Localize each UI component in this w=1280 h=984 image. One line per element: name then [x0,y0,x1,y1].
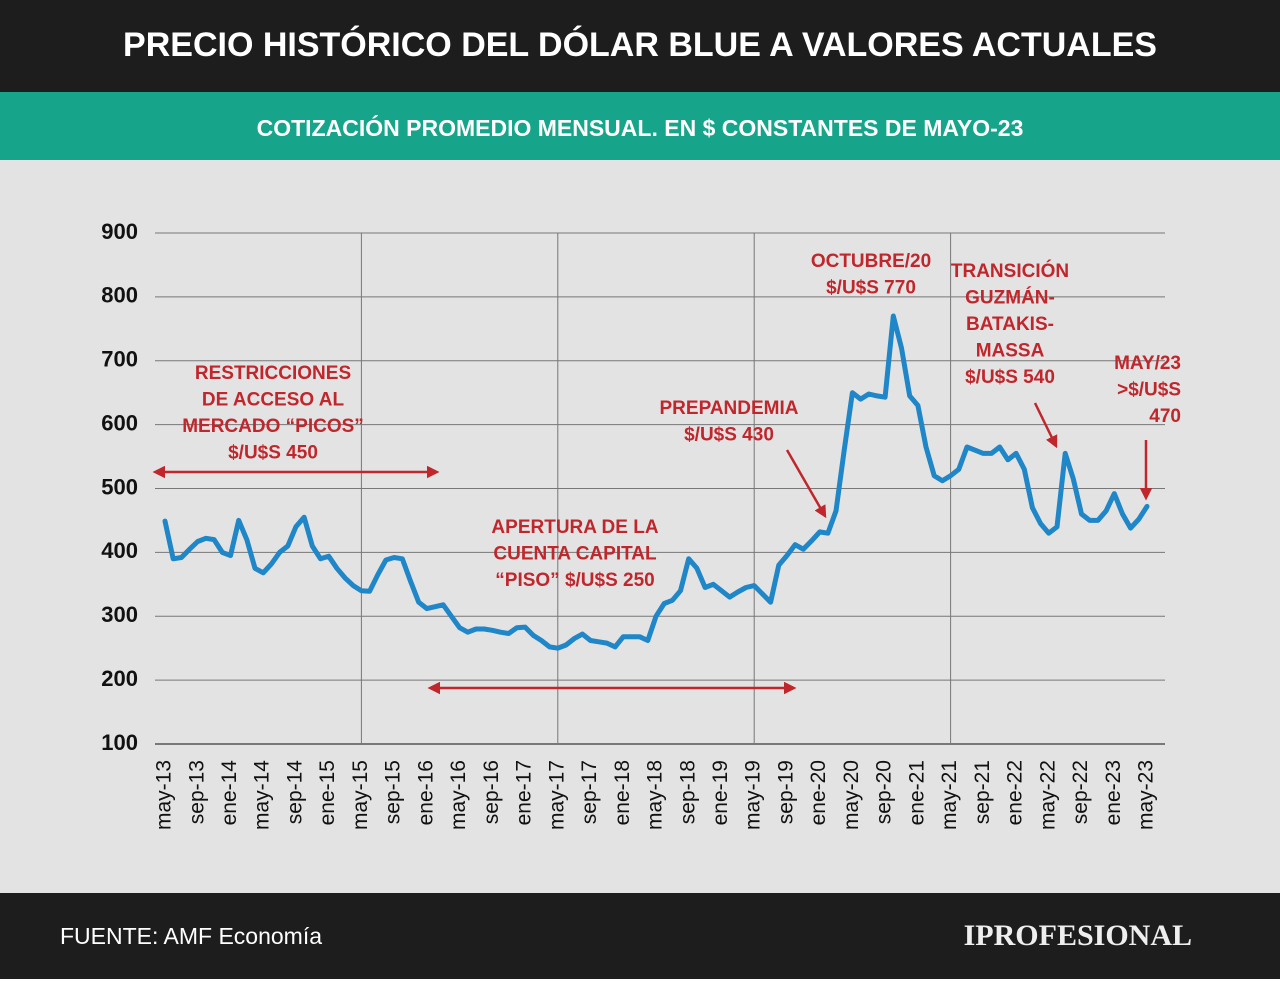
brand: IPROFESIONAL [964,919,1192,952]
annotation: DE ACCESO AL [202,390,345,411]
x-tick-label: ene-18 [611,760,634,825]
y-tick-label: 900 [101,219,138,244]
x-tick-label: ene-23 [1102,760,1125,825]
y-tick-label: 100 [101,730,138,755]
chart-subtitle: COTIZACIÓN PROMEDIO MENSUAL. EN $ CONSTA… [257,114,1024,141]
y-tick-label: 200 [101,666,138,691]
arrow [785,449,827,519]
x-tick-label: ene-15 [316,760,339,825]
x-tick-label: may-23 [1135,760,1158,830]
y-tick-label: 800 [101,283,138,308]
x-tick-label: may-22 [1036,760,1059,830]
y-tick-label: 300 [101,602,138,627]
annotation: OCTUBRE/20 [811,251,931,272]
x-tick-label: may-19 [742,760,765,830]
x-tick-label: may-13 [153,760,176,830]
annotation: >$/U$S [1117,380,1181,401]
data-line [162,313,1150,651]
x-tick-label: ene-14 [218,760,241,826]
annotation: MAY/23 [1114,353,1181,374]
arrow [1033,402,1058,449]
annotation: RESTRICCIONES [195,363,351,384]
x-tick-label: sep-19 [774,760,797,824]
y-tick-label: 400 [101,538,138,563]
x-tick-label: ene-16 [414,760,437,825]
y-tick-label: 500 [101,474,138,499]
header-bar [0,0,1280,92]
x-tick-label: may-20 [840,760,863,830]
arrows [152,402,1153,695]
x-tick-label: sep-21 [971,760,994,824]
footer-bar [0,893,1280,979]
x-tick-label: may-15 [349,760,372,830]
annotation: MERCADO “PICOS” [182,416,364,437]
x-tick-label: ene-19 [709,760,732,825]
annotation: “PISO” $/U$S 250 [495,570,654,591]
annotation: CUENTA CAPITAL [493,544,657,565]
annotation: $/U$S 450 [228,443,318,464]
annotation: $/U$S 430 [684,425,774,446]
x-tick-label: sep-18 [676,760,699,824]
annotation: $/U$S 770 [826,278,916,299]
annotation: TRANSICIÓN [951,260,1069,282]
x-tick-label: sep-17 [578,760,601,824]
x-tick-label: may-18 [644,760,667,830]
x-tick-label: sep-20 [873,760,896,824]
x-tick-label: ene-21 [905,760,928,825]
y-tick-label: 600 [101,410,138,435]
plot-background [0,160,1280,893]
x-tick-label: may-14 [251,760,274,830]
annotation: BATAKIS- [966,314,1054,335]
annotation: MASSA [976,341,1045,362]
annotation: APERTURA DE LA [491,517,658,538]
x-tick-label: ene-22 [1004,760,1027,825]
annotation: $/U$S 540 [965,367,1055,388]
x-tick-label: sep-22 [1069,760,1092,824]
x-tick-label: sep-15 [382,760,405,824]
x-tick-label: may-21 [938,760,961,830]
x-tick-label: sep-13 [185,760,208,824]
x-tick-label: may-16 [447,760,470,830]
chart-title: PRECIO HISTÓRICO DEL DÓLAR BLUE A VALORE… [123,26,1157,64]
x-tick-label: sep-14 [283,760,306,825]
annotation: GUZMÁN- [965,287,1055,309]
annotation: PREPANDEMIA [660,398,799,419]
y-tick-label: 700 [101,347,138,372]
annotation: 470 [1149,406,1181,427]
x-tick-label: sep-16 [480,760,503,824]
x-tick-label: ene-20 [807,760,830,825]
subtitle-bar [0,92,1280,160]
source: FUENTE: AMF Economía [60,923,322,949]
x-tick-label: may-17 [545,760,568,830]
x-tick-label: ene-17 [513,760,536,825]
